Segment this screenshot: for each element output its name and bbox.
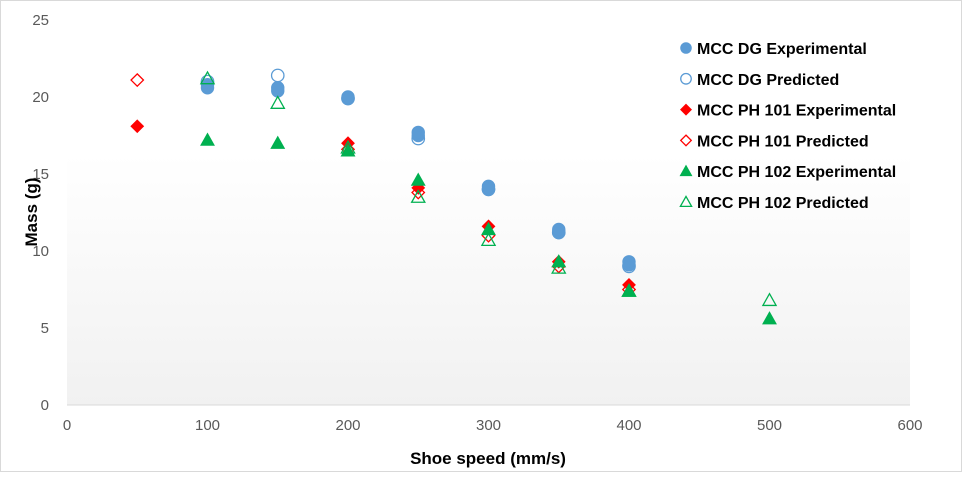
series-2-points [200,68,636,274]
legend-label: MCC PH 102 Experimental [697,164,896,181]
legend-marker [680,42,692,54]
data-point [621,283,637,297]
data-point [341,91,355,106]
y-axis-title: Mass (g) [22,178,41,247]
x-tick-label: 200 [335,417,360,434]
legend-marker [679,164,693,177]
x-axis-title: Shoe speed (mm/s) [410,449,566,468]
x-tick-label: 0 [63,417,71,434]
legend-marker [679,134,693,147]
data-point [552,222,566,237]
legend-item: MCC DG Predicted [680,72,839,89]
y-tick-label: 0 [41,397,49,414]
data-point [270,135,286,149]
data-point [200,77,215,92]
data-point [200,132,215,146]
legend-marker [680,72,692,85]
x-tick-label: 500 [757,417,782,434]
legend-label: MCC PH 102 Predicted [697,195,869,212]
data-point [762,311,777,325]
data-point [622,259,636,274]
legend: MCC DG Experimental MCC DG Predicted MCC P… [679,41,896,212]
data-point [199,70,216,85]
data-point [130,72,145,88]
legend-label: MCC DG Experimental [697,41,867,58]
legend-item: MCC PH 102 Predicted [679,195,869,212]
legend-label: MCC DG Predicted [697,72,839,89]
legend-marker [680,103,692,116]
x-tick-label: 600 [897,417,922,434]
x-tick-label: 300 [476,417,501,434]
data-point [411,185,426,200]
data-point [340,139,356,154]
data-point [481,179,496,194]
y-tick-label: 10 [32,243,49,260]
axes: 0 100 200 300 400 500 600 0 5 10 15 20 25 [32,12,922,434]
data-points [130,68,778,325]
data-point [480,232,497,247]
x-tick-label: 100 [195,417,220,434]
data-point [761,292,778,307]
legend-item: MCC PH 101 Predicted [679,133,869,150]
x-tick-label: 400 [616,417,641,434]
data-point [271,81,285,95]
data-point [270,95,286,109]
data-point [551,225,566,240]
data-point [481,182,496,197]
legend-label: MCC PH 101 Predicted [697,133,869,150]
legend-label: MCC PH 101 Experimental [697,103,896,120]
y-tick-label: 5 [41,320,49,337]
data-point [200,74,215,89]
data-point [130,119,145,134]
data-point [622,255,636,269]
data-point [551,260,567,274]
y-tick-label: 15 [32,166,49,183]
data-point [411,131,426,146]
legend-item: MCC PH 102 Experimental [679,164,896,181]
legend-item: MCC DG Experimental [680,41,867,58]
data-point [270,68,285,83]
data-point [410,172,426,186]
series-6-points [199,70,778,307]
y-tick-label: 25 [32,12,49,29]
legend-item: MCC PH 101 Experimental [680,103,896,120]
data-point [410,189,426,203]
legend-marker [679,195,693,208]
y-tick-label: 20 [32,89,49,106]
